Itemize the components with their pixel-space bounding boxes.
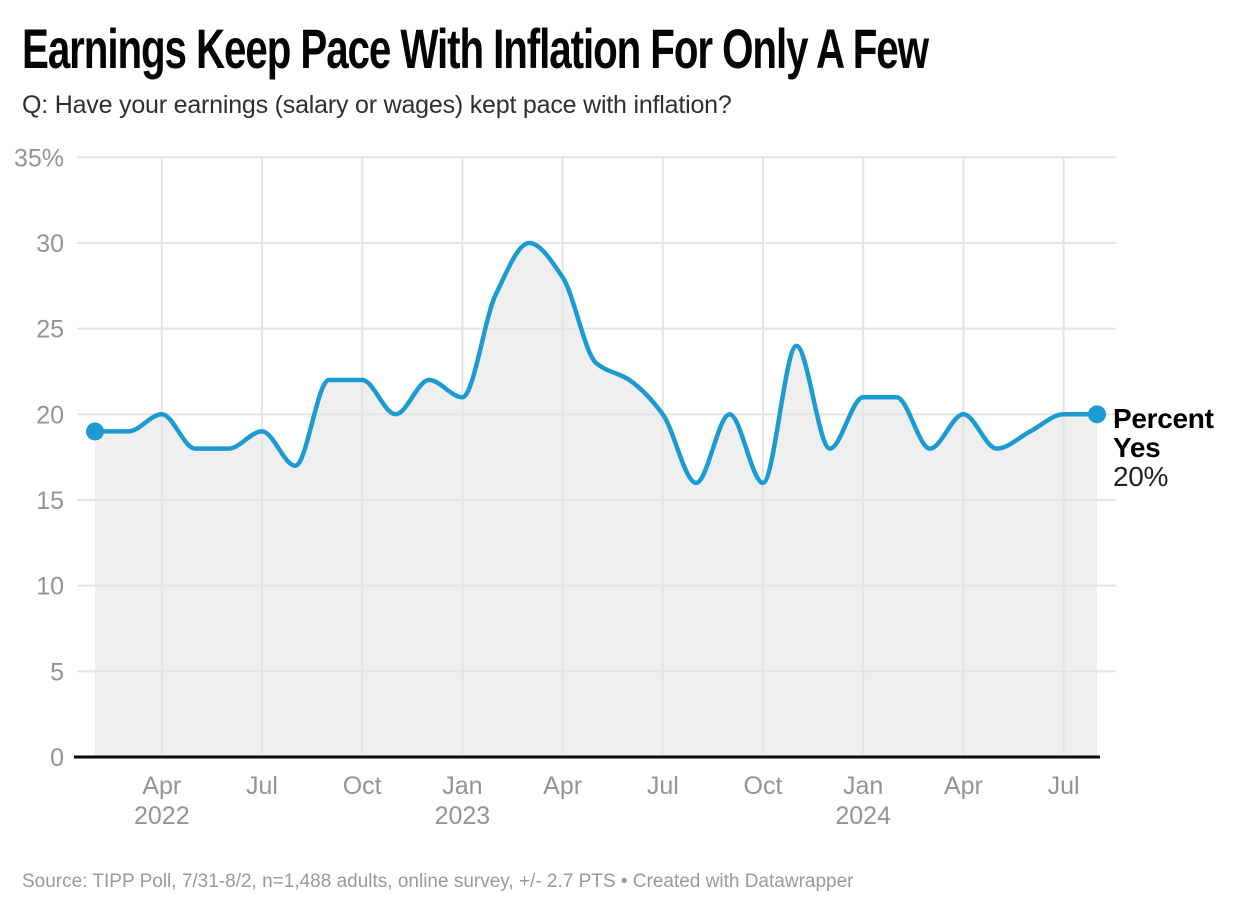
x-tick-year-label: 2023 [435, 802, 491, 830]
y-tick-label: 20 [36, 401, 64, 429]
x-tick-label: Apr [142, 772, 181, 800]
x-tick-label: Jan [843, 772, 883, 800]
y-tick-label: 25 [36, 316, 64, 344]
series-end-label-value: 20% [1113, 461, 1169, 492]
y-tick-label: 15 [36, 487, 64, 515]
x-tick-label: Oct [744, 772, 783, 800]
x-tick-label: Jul [1048, 772, 1080, 800]
end-point-marker [1088, 405, 1106, 424]
x-tick-year-label: 2022 [134, 802, 190, 830]
line-series [92, 240, 1100, 486]
x-tick-year-label: 2024 [835, 802, 891, 830]
series-end-label-name-line2: Yes [1113, 432, 1161, 463]
y-tick-label: 10 [36, 573, 64, 601]
x-tick-label: Jul [246, 772, 278, 800]
chart-title: Earnings Keep Pace With Inflation For On… [22, 17, 929, 80]
x-tick-label: Apr [543, 772, 582, 800]
x-tick-label: Apr [944, 772, 983, 800]
y-tick-label: 0 [50, 744, 64, 772]
source-note: Source: TIPP Poll, 7/31-8/2, n=1,488 adu… [22, 871, 854, 892]
series-end-label: Percent Yes 20% [1113, 404, 1233, 491]
y-tick-label: 35% [14, 144, 64, 172]
chart-area: 0 5 10 15 20 25 30 35% Apr 2022 Jul Oct Jan 2023 Apr Ju… [14, 144, 1233, 830]
y-tick-label: 5 [50, 658, 64, 686]
x-tick-label: Oct [343, 772, 382, 800]
x-tick-label: Jul [647, 772, 679, 800]
x-tick-label: Jan [442, 772, 482, 800]
start-point-marker [86, 422, 104, 441]
chart-subtitle: Q: Have your earnings (salary or wages) … [22, 91, 732, 119]
series-end-label-name-line1: Percent [1113, 403, 1214, 434]
y-tick-label: 30 [36, 230, 64, 258]
